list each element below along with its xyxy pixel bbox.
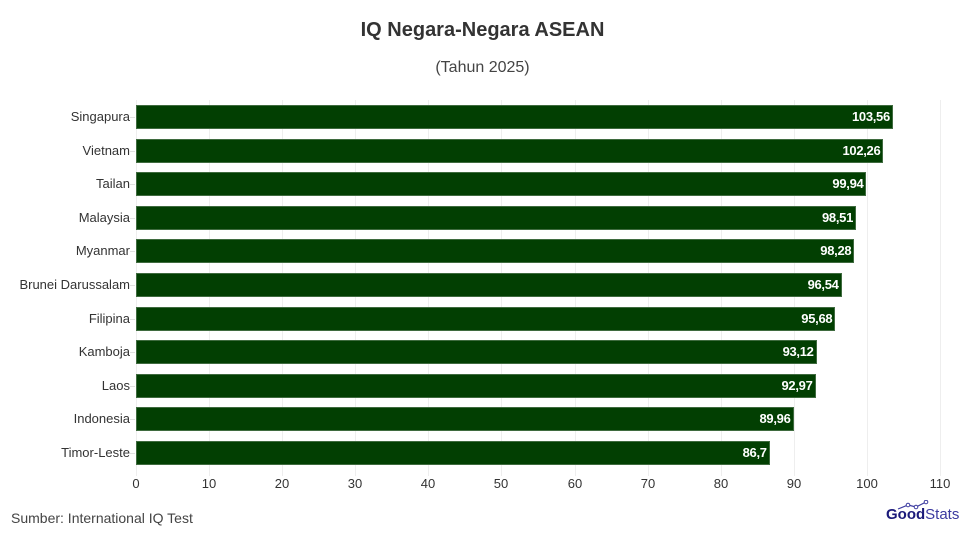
x-tick-label: 10 [201, 476, 217, 491]
bar-row: Timor-Leste 86,7 [61, 441, 940, 465]
bar-value-label: 98,51 [821, 209, 854, 225]
x-tick-label: 70 [640, 476, 656, 491]
bar-value-label: 95,68 [801, 310, 833, 326]
category-label: Indonesia [73, 411, 130, 427]
x-gridline [867, 100, 868, 476]
bar-row: Laos 92,97 [102, 373, 940, 398]
y-tick-mark [130, 251, 135, 253]
category-label: Timor-Leste [61, 445, 130, 460]
x-gridline [940, 100, 941, 476]
x-tick-label: 40 [420, 476, 436, 491]
y-tick-mark [130, 352, 135, 354]
bar: 93,12 [136, 340, 817, 365]
bar: 98,28 [136, 239, 855, 264]
y-tick-mark [130, 453, 135, 454]
y-tick-mark [130, 285, 135, 286]
y-tick-mark [130, 419, 135, 421]
category-label: Vietnam [82, 142, 130, 158]
x-tick-label: 100 [856, 476, 878, 491]
bar-row: Kamboja 93,12 [79, 340, 940, 365]
x-tick-label: 60 [567, 476, 583, 491]
category-label: Tailan [96, 176, 130, 192]
bar: 96,54 [136, 273, 842, 297]
x-tick-label: 80 [713, 476, 729, 491]
bar: 95,68 [136, 306, 836, 331]
bar-value-label: 93,12 [782, 344, 814, 360]
x-tick-label: 30 [347, 476, 363, 491]
bar-row: Malaysia 98,51 [79, 205, 940, 230]
y-tick-mark [130, 318, 135, 320]
category-label: Kamboja [78, 344, 130, 360]
bar-value-label: 103,56 [851, 109, 890, 124]
x-tick-label: 90 [786, 476, 802, 491]
bar-row: Myanmar 98,28 [76, 239, 940, 264]
category-label: Myanmar [75, 243, 130, 259]
bar: 103,56 [136, 105, 893, 129]
bar-row: Tailan 99,94 [96, 172, 940, 197]
bar-row: Vietnam 102,26 [83, 138, 940, 163]
y-tick-mark [130, 184, 135, 186]
chart-subtitle: (Tahun 2025) [435, 59, 530, 76]
x-tick-label: 50 [493, 476, 509, 491]
bar-value-label: 89,96 [759, 411, 791, 427]
y-tick-mark [130, 117, 135, 118]
bar-row: Singapura 103,56 [71, 105, 940, 129]
bar: 86,7 [136, 441, 770, 465]
bar: 89,96 [136, 407, 794, 432]
logo-text-light: Stats [925, 506, 960, 523]
bar-value-label: 86,7 [742, 445, 767, 460]
category-label: Singapura [70, 109, 130, 124]
bar-value-label: 99,94 [832, 176, 864, 192]
chart-title: IQ Negara-Negara ASEAN [360, 19, 605, 41]
x-tick-label: 0 [132, 476, 140, 491]
bar-value-label: 98,28 [820, 243, 852, 259]
bar-value-label: 102,26 [842, 142, 881, 158]
goodstats-logo: GoodStats [886, 500, 960, 523]
source-note: Sumber: International IQ Test [11, 510, 193, 526]
x-tick-label: 110 [929, 476, 951, 491]
bar-row: Brunei Darussalam 96,54 [19, 273, 940, 297]
bar-row: Filipina 95,68 [89, 306, 940, 331]
category-label: Brunei Darussalam [19, 277, 130, 292]
category-label: Laos [101, 377, 130, 393]
bar: 102,26 [136, 138, 884, 163]
y-tick-mark [130, 150, 135, 152]
y-tick-mark [130, 217, 135, 219]
bar: 92,97 [136, 373, 816, 398]
bar-value-label: 96,54 [807, 277, 839, 292]
trend-line-icon [897, 500, 929, 510]
bar-value-label: 92,97 [781, 377, 813, 393]
y-tick-mark [130, 385, 135, 387]
logo-text-bold: Good [886, 506, 926, 523]
x-tick-label: 20 [274, 476, 290, 491]
plot-area: 0 10 20 30 40 50 60 70 80 90 100 110 Singapura 103,56… [19, 100, 950, 491]
bar: 99,94 [136, 172, 867, 197]
bar-row: Indonesia 89,96 [74, 407, 940, 432]
category-label: Filipina [88, 310, 130, 326]
category-label: Malaysia [78, 209, 130, 225]
bar: 98,51 [136, 205, 857, 230]
